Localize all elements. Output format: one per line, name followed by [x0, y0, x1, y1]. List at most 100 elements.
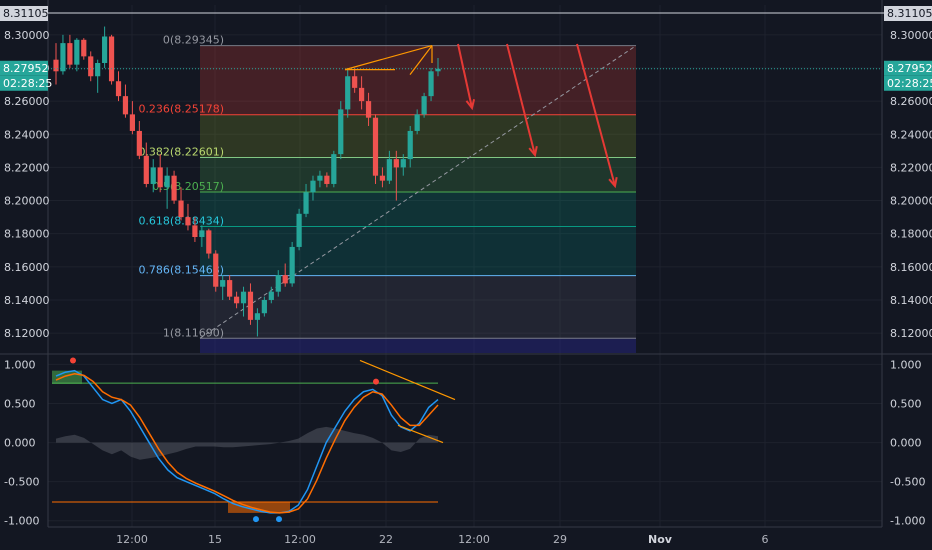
candle-body [317, 175, 323, 181]
last-price-label-left-box [0, 60, 48, 76]
osc-series-line [55, 372, 439, 514]
candles [53, 26, 441, 337]
candle-body [199, 230, 205, 237]
osc-axis-tick-left: -1.000 [4, 515, 39, 528]
candle-body [74, 39, 80, 65]
last-price-label-right-box [884, 60, 932, 76]
price-axis-tick-left: 8.18000 [4, 228, 50, 241]
osc-axis-tick-right: 0.000 [890, 437, 922, 450]
price-axis-tick-right: 8.16000 [890, 261, 932, 274]
candle-body [268, 291, 274, 300]
countdown-label-left: 02:28:25 [3, 77, 52, 90]
trendline[interactable] [344, 45, 433, 71]
time-axis-tick: 6 [762, 533, 769, 546]
price-axis-tick-right: 8.12000 [890, 327, 932, 340]
candle-body [435, 68, 441, 72]
osc-axis-tick-right: -1.000 [890, 515, 925, 528]
candle-body [81, 39, 87, 57]
high-price-label-left: 8.31105 [3, 7, 49, 20]
fib-level-label: 0.382(8.22601) [138, 145, 224, 158]
candle-body [393, 159, 399, 168]
price-axis-tick-left: 8.30000 [4, 29, 50, 42]
countdown-label-right: 02:28:25 [887, 77, 932, 90]
time-axis-tick: 12:00 [284, 533, 316, 546]
candle-body [372, 117, 379, 176]
time-axis-tick: 12:00 [458, 533, 490, 546]
candle-body [247, 291, 254, 320]
candle-body [67, 43, 73, 65]
price-axis-tick-left: 8.12000 [4, 327, 50, 340]
time-axis-tick: 15 [208, 533, 222, 546]
fib-band [200, 157, 636, 192]
fib-band [200, 191, 636, 227]
candle-body [157, 167, 163, 188]
candle-body [122, 96, 129, 115]
candle-body [240, 291, 247, 304]
fib-level-label: 0.5(8.20517) [152, 180, 224, 193]
candle-body [261, 299, 267, 314]
candle-body [359, 87, 365, 102]
candle-body [60, 43, 66, 72]
candle-body [136, 130, 142, 156]
fibonacci-retracement[interactable]: 0(8.29345) 0.236(8.25178) 0.382(8.22601) 0.… [138, 34, 637, 353]
last-price-label-left: 8.27952 [3, 62, 49, 75]
candle-body [407, 130, 413, 160]
price-axis-tick-left: 8.26000 [4, 95, 50, 108]
osc-divergence-line[interactable] [397, 424, 444, 444]
candle-body [95, 63, 101, 77]
candle-body [233, 296, 240, 304]
candle-body [331, 154, 337, 184]
arrow-line[interactable] [506, 43, 536, 156]
candle-body [227, 280, 233, 297]
price-axis-tick-right: 8.14000 [890, 294, 932, 307]
price-axis-tick-left: 8.16000 [4, 261, 50, 274]
candle-body [213, 253, 219, 287]
trendline-drawings[interactable] [344, 45, 433, 75]
candle-body [115, 81, 122, 97]
candle-body [324, 175, 330, 184]
projection-arrows[interactable] [457, 43, 618, 189]
high-price-label-right-box [884, 6, 932, 21]
fib-band [200, 338, 636, 353]
candle-body [275, 275, 281, 292]
buy-signal-dot [253, 516, 259, 523]
fib-level-label: 1(8.11690) [163, 326, 224, 339]
fib-band [200, 275, 636, 339]
price-axis-tick-right: 8.26000 [890, 95, 932, 108]
trendline[interactable] [409, 45, 433, 75]
arrow-line[interactable] [576, 43, 616, 187]
osc-divergence-line[interactable] [359, 359, 456, 401]
arrow-line[interactable] [457, 43, 473, 109]
osc-axis-tick-left: 1.000 [4, 358, 36, 371]
candle-body [206, 230, 212, 254]
candle-body [88, 56, 94, 77]
fib-level-label: 0.236(8.25178) [138, 103, 224, 116]
fib-band [200, 45, 636, 115]
sell-signal-dot [373, 378, 379, 385]
candle-body [296, 213, 302, 247]
candle-body [150, 167, 156, 184]
oversold-fill [228, 501, 290, 513]
candle-body [379, 175, 386, 181]
fib-trend-line[interactable] [199, 45, 637, 339]
candle-body [365, 101, 372, 118]
candle-body [386, 159, 392, 181]
candle-body [53, 59, 59, 72]
candle-body [414, 114, 420, 131]
sell-signal-dot [70, 357, 76, 364]
countdown-label-left-box [0, 75, 48, 91]
candle-body [178, 200, 184, 218]
fib-level-label: 0.618(8.18434) [138, 214, 224, 227]
osc-axis-tick-left: 0.000 [4, 437, 36, 450]
candle-body [164, 175, 170, 188]
arrow-head [608, 176, 618, 189]
candle-body [400, 159, 406, 168]
price-axis-tick-left: 8.20000 [4, 195, 50, 208]
price-axis-tick-right: 8.30000 [890, 29, 932, 42]
osc-series-line [55, 369, 439, 514]
arrow-head [465, 99, 476, 111]
candle-body [345, 76, 351, 110]
candle-body [310, 180, 316, 193]
